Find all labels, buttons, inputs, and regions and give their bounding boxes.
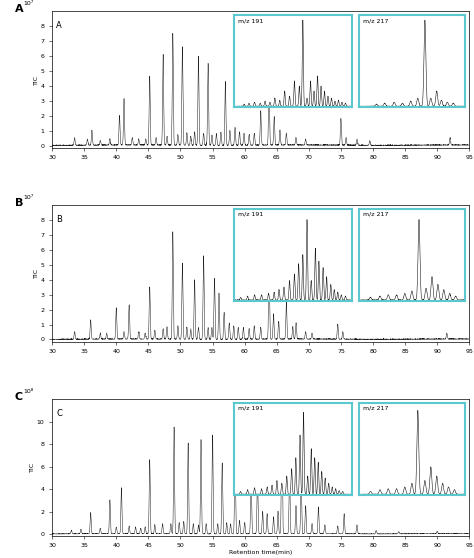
Text: A: A — [56, 21, 62, 30]
Text: 10⁷: 10⁷ — [23, 195, 33, 200]
Text: 10⁷: 10⁷ — [23, 1, 33, 6]
Text: B: B — [15, 198, 23, 208]
Text: C: C — [15, 392, 23, 402]
Y-axis label: TIC: TIC — [34, 268, 39, 278]
Text: 10⁸: 10⁸ — [23, 388, 33, 393]
Text: B: B — [56, 215, 62, 224]
Y-axis label: TIC: TIC — [30, 463, 36, 473]
Y-axis label: TIC: TIC — [34, 74, 39, 84]
Text: A: A — [15, 4, 23, 15]
Text: C: C — [56, 408, 62, 417]
X-axis label: Retention time(min): Retention time(min) — [229, 550, 292, 555]
